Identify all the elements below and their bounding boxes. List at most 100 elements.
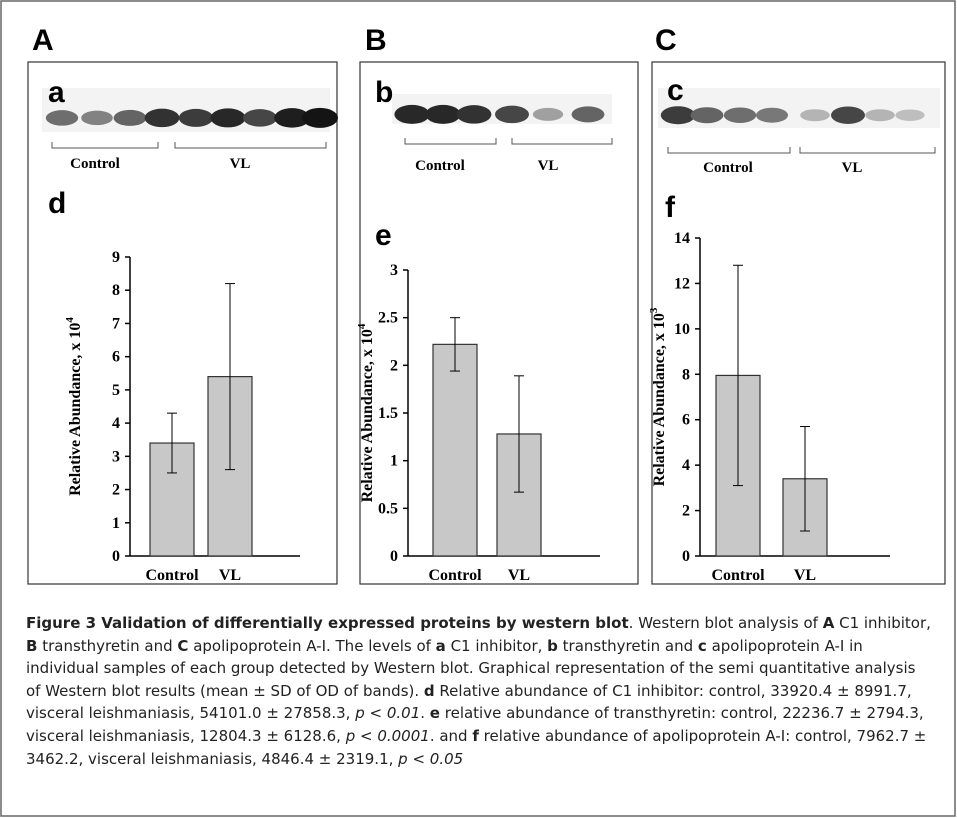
caption-run: p < 0.0001 (346, 727, 430, 745)
caption-run: C1 inhibitor, (446, 637, 547, 655)
y-tick-label: 0 (682, 548, 690, 565)
x-tick-label: VL (508, 567, 530, 584)
group-bracket (668, 147, 790, 153)
y-tick-label: 9 (112, 249, 120, 266)
blot-band (179, 109, 213, 127)
bar (433, 344, 477, 556)
y-axis-label: Relative Abundance, x 104 (64, 317, 84, 496)
y-axis-label: Relative Abundance, x 103 (648, 307, 668, 486)
y-tick-label: 1 (112, 515, 120, 532)
figure: Aa Control VL d Bb Control VL e Cc Control VL f 0 1 2 3… (0, 0, 957, 818)
y-tick-label: 10 (674, 321, 690, 338)
y-tick-label: 8 (682, 366, 690, 383)
y-tick-label: 3 (112, 448, 120, 465)
blot-band (533, 108, 563, 121)
y-tick-label: 2 (390, 357, 398, 374)
y-tick-label: 6 (112, 349, 120, 366)
y-axis-label-text: Relative Abundance, x 10 (67, 323, 84, 496)
panel-label: A (32, 24, 54, 57)
y-tick-label: 1 (390, 453, 398, 470)
caption: Figure 3 Validation of differentially ex… (26, 612, 934, 770)
caption-run: b (547, 637, 558, 655)
y-tick-label: 2 (682, 503, 690, 520)
blot-band (425, 105, 460, 124)
blot-band (302, 108, 338, 128)
blot-label: b (375, 76, 393, 109)
caption-run: d (424, 682, 435, 700)
y-tick-label: 4 (112, 415, 120, 432)
y-tick-label: 0.5 (378, 500, 398, 517)
caption-run: p < 0.05 (398, 750, 463, 768)
blot-band (661, 106, 695, 124)
blot-band (210, 108, 245, 127)
y-tick-label: 2.5 (378, 310, 398, 327)
chart-label: d (48, 187, 66, 220)
caption-run: apolipoprotein A-I. The levels of (188, 637, 435, 655)
y-tick-label: 5 (112, 382, 120, 399)
caption-run: transthyretin and (37, 637, 177, 655)
y-axis-label-power: 4 (64, 317, 76, 323)
blot-band (457, 105, 492, 124)
x-tick-label: Control (428, 567, 482, 584)
x-tick-label: VL (219, 567, 241, 584)
y-tick-label: 3 (390, 262, 398, 279)
blot-band (865, 109, 895, 121)
y-tick-label: 7 (112, 315, 120, 332)
caption-run: . and (430, 727, 473, 745)
blot-band (800, 109, 830, 121)
group-label: VL (842, 160, 863, 176)
x-tick-label: Control (145, 567, 199, 584)
y-axis-label: Relative Abundance, x 104 (356, 323, 376, 502)
panel-label: B (365, 24, 387, 57)
y-tick-label: 0 (112, 548, 120, 565)
x-tick-label: Control (711, 567, 765, 584)
caption-run: . Western blot analysis of (629, 614, 823, 632)
caption-run: C (177, 637, 188, 655)
group-bracket (405, 138, 496, 144)
blot-label: c (667, 74, 684, 107)
blot-band (495, 106, 529, 124)
caption-run: transthyretin and (558, 637, 698, 655)
blot-band (46, 110, 78, 126)
y-tick-label: 14 (674, 230, 690, 247)
y-tick-label: 0 (390, 548, 398, 565)
blot-band (724, 107, 756, 123)
group-label: Control (70, 156, 120, 172)
y-axis-label-text: Relative Abundance, x 10 (359, 329, 376, 502)
chart-label: f (665, 191, 676, 224)
blot-band (572, 106, 605, 122)
y-tick-label: 4 (682, 457, 690, 474)
blot-band (243, 109, 277, 127)
y-tick-label: 6 (682, 412, 690, 429)
blot-band (756, 108, 788, 123)
group-label: Control (703, 160, 753, 176)
caption-run: . (420, 704, 430, 722)
group-bracket (800, 147, 935, 153)
group-label: VL (538, 158, 559, 174)
group-bracket (175, 142, 326, 148)
group-bracket (52, 142, 158, 148)
x-tick-label: VL (794, 567, 816, 584)
blot-band (145, 109, 180, 128)
caption-run: a (436, 637, 446, 655)
caption-run: c (698, 637, 707, 655)
blot-band (81, 111, 113, 126)
y-axis-label-power: 4 (356, 323, 368, 329)
caption-run: C1 inhibitor, (834, 614, 935, 632)
blot-label: a (48, 76, 65, 109)
chart-label: e (375, 219, 392, 252)
caption-run: A (823, 614, 835, 632)
y-tick-label: 1.5 (378, 405, 398, 422)
caption-run: Figure 3 Validation of differentially ex… (26, 614, 629, 632)
caption-run: e (430, 704, 440, 722)
y-tick-label: 2 (112, 482, 120, 499)
y-tick-label: 8 (112, 282, 120, 299)
caption-run: B (26, 637, 37, 655)
panel-label: C (655, 24, 677, 57)
blot-band (831, 106, 865, 124)
y-axis-label-text: Relative Abundance, x 10 (651, 313, 668, 486)
group-label: VL (230, 156, 251, 172)
group-bracket (512, 138, 612, 144)
group-label: Control (415, 158, 465, 174)
y-axis-label-power: 3 (648, 307, 660, 313)
